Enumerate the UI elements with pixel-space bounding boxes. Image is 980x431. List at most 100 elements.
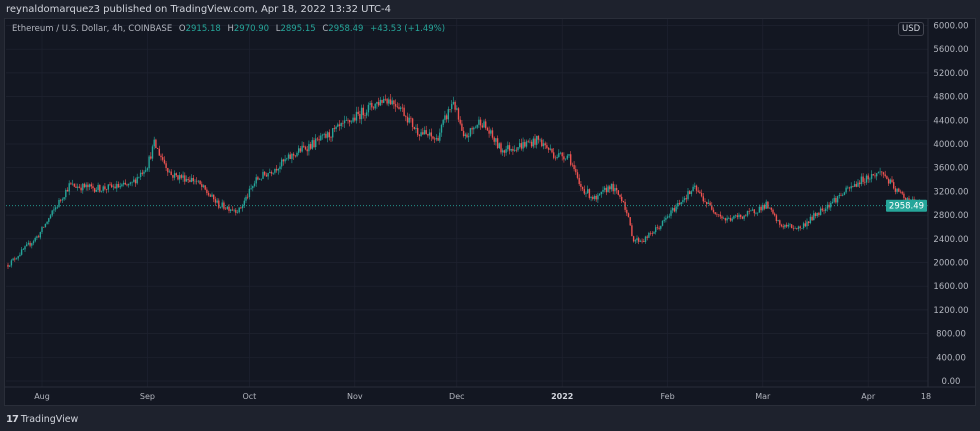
candle-body — [564, 158, 567, 160]
candle-body — [92, 186, 94, 189]
time-axis: Aug Sep Oct Nov Dec 2022 Feb Mar Apr 18 — [34, 392, 931, 401]
candle-body — [444, 115, 446, 120]
candle-body — [772, 209, 774, 214]
tradingview-logo[interactable]: 17 TradingView — [6, 414, 78, 425]
candle-body — [675, 206, 677, 212]
candle-body — [146, 168, 149, 171]
candle-body — [563, 156, 565, 160]
candle-body — [156, 148, 159, 149]
candle-body — [258, 179, 261, 180]
candle-body — [294, 155, 296, 157]
time-tick-label: Feb — [661, 392, 675, 401]
candle-body — [359, 114, 361, 120]
candle-body — [634, 240, 636, 242]
candle-body — [82, 183, 84, 191]
candle-body — [236, 212, 239, 213]
candle-body — [867, 175, 869, 180]
candle-body — [612, 183, 614, 192]
candle-body — [374, 103, 376, 109]
candle-body — [614, 187, 616, 192]
candle-body — [102, 186, 104, 191]
symbol-title: Ethereum / U.S. Dollar, 4h, COINBASE — [12, 24, 173, 34]
candle-body — [561, 152, 563, 157]
candle-body — [515, 149, 517, 151]
candle-body — [233, 209, 235, 211]
candle-body — [282, 159, 285, 162]
candle-body — [238, 207, 240, 213]
candle-body — [779, 220, 781, 225]
candle-body — [454, 102, 456, 110]
candle-body — [600, 191, 602, 195]
candle-body — [224, 208, 227, 210]
candle-body — [733, 215, 735, 219]
candle-body — [461, 123, 463, 131]
candle-body — [881, 171, 883, 173]
price-tick-label: 6000.00 — [933, 22, 968, 32]
time-tick-label: Aug — [34, 392, 50, 401]
candle-body — [315, 138, 317, 148]
candle-body — [519, 143, 521, 148]
candle-body — [153, 139, 155, 147]
candle-body — [784, 224, 786, 228]
candle-body — [801, 228, 803, 229]
grid-lines — [6, 19, 928, 387]
candle-body — [762, 205, 764, 211]
candle-body — [864, 181, 866, 183]
candle-body — [488, 130, 490, 134]
candle-body — [364, 115, 366, 116]
candle-body — [780, 224, 783, 227]
candle-body — [418, 134, 421, 136]
candle-body — [865, 175, 868, 183]
candle-body — [770, 207, 772, 210]
candle-body — [723, 218, 725, 219]
price-tick-label: 5600.00 — [933, 45, 968, 55]
candle-body — [369, 102, 371, 105]
candle-body — [462, 130, 465, 136]
candle-body — [435, 137, 438, 140]
candle-body — [471, 128, 473, 130]
candle-body — [452, 102, 455, 105]
candle-body — [469, 128, 472, 137]
candle-body — [689, 191, 691, 195]
candle-body — [384, 98, 387, 100]
candle-body — [241, 205, 244, 209]
candle-body — [423, 130, 426, 135]
candle-body — [185, 179, 188, 182]
candle-body — [656, 227, 659, 228]
candle-body — [850, 186, 852, 189]
candle-body — [738, 214, 740, 218]
candle-body — [502, 150, 504, 153]
candle-body — [724, 218, 727, 221]
candle-body — [308, 144, 310, 152]
candle-body — [503, 150, 506, 153]
candle-body — [105, 189, 108, 190]
candle-body — [451, 104, 453, 110]
candle-body — [377, 102, 380, 106]
candle-body — [58, 199, 60, 207]
candle-body — [879, 171, 881, 173]
candle-body — [745, 215, 747, 217]
candle-body — [665, 217, 667, 220]
currency-badge[interactable]: USD — [898, 22, 925, 36]
candle-body — [615, 187, 618, 191]
candle-body — [670, 210, 672, 216]
candle-body — [269, 172, 271, 174]
candle-body — [740, 214, 742, 217]
candle-body — [459, 119, 461, 124]
candle-body — [405, 116, 407, 117]
candle-body — [500, 143, 502, 153]
candle-body — [124, 182, 126, 185]
candle-body — [683, 198, 686, 201]
time-tick-label: Mar — [755, 392, 771, 401]
last-price-badge — [886, 199, 927, 212]
candle-body — [388, 99, 390, 104]
candle-body — [117, 183, 120, 188]
candle-body — [622, 201, 625, 202]
candle-body — [26, 244, 28, 247]
candle-body — [151, 146, 154, 159]
candle-body — [372, 107, 375, 109]
candle-body — [83, 183, 86, 188]
candle-body — [292, 153, 295, 156]
candle-body — [474, 127, 477, 129]
